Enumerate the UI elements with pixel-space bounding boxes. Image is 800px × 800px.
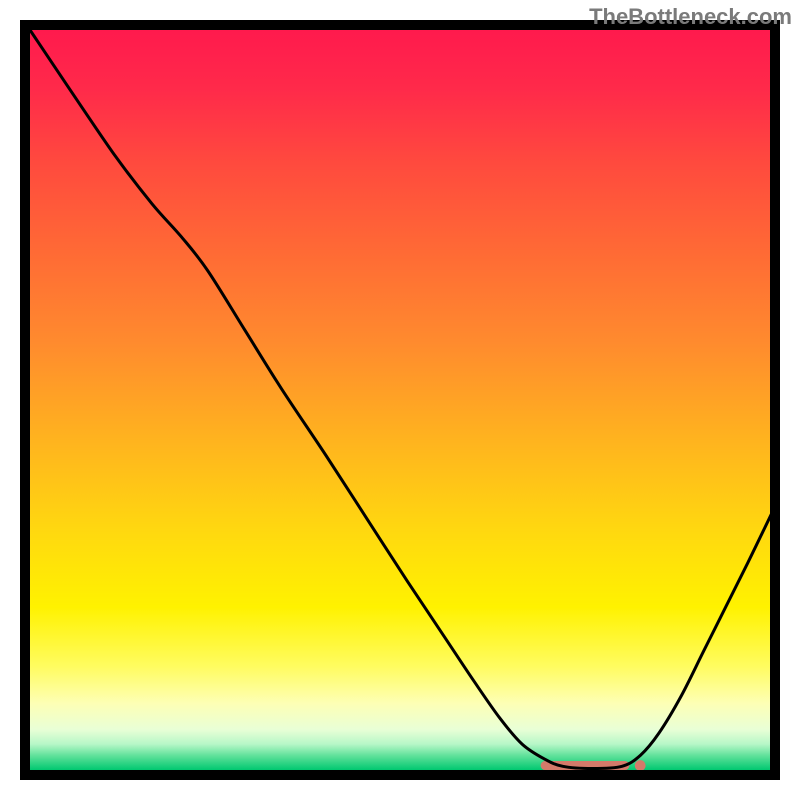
gradient-fill	[30, 30, 770, 770]
chart-container: TheBottleneck.com	[0, 0, 800, 800]
chart-svg	[0, 0, 800, 800]
watermark-text: TheBottleneck.com	[589, 4, 792, 30]
